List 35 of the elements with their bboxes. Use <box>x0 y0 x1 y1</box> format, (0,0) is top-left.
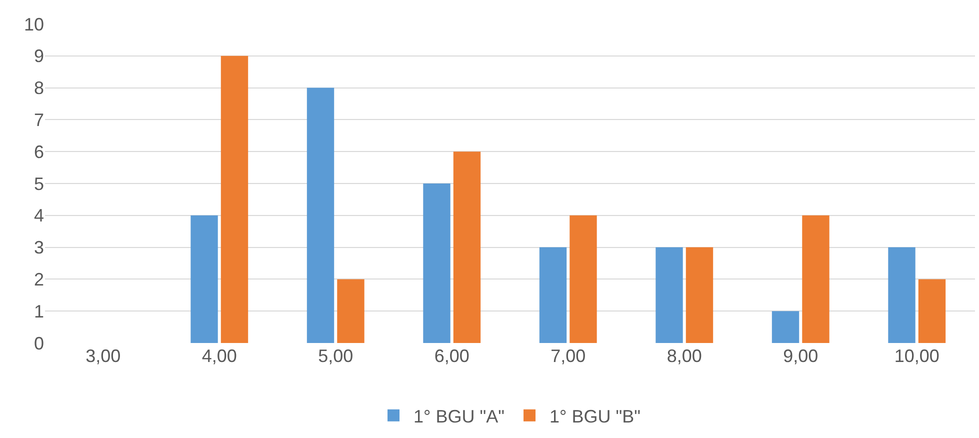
y-tick-label: 5 <box>34 174 44 194</box>
y-tick-label: 10 <box>24 14 44 34</box>
x-tick-label: 9,00 <box>783 346 818 366</box>
bar <box>570 215 597 343</box>
bar <box>220 56 248 343</box>
bar <box>772 311 800 343</box>
bar <box>656 247 683 343</box>
y-tick-label: 6 <box>34 142 44 162</box>
x-tick-label: 5,00 <box>318 346 354 366</box>
y-tick-label: 4 <box>34 206 44 226</box>
bar <box>802 215 830 343</box>
x-tick-label: 3,00 <box>86 346 121 366</box>
bar <box>190 215 218 343</box>
legend-label: 1° BGU "B" <box>550 406 641 426</box>
bar <box>337 279 364 343</box>
bar <box>306 88 334 343</box>
y-tick-label: 7 <box>34 110 44 130</box>
x-tick-label: 4,00 <box>202 346 237 366</box>
legend-label: 1° BGU "A" <box>414 406 505 426</box>
y-tick-label: 9 <box>34 46 44 66</box>
y-tick-label: 8 <box>34 78 44 98</box>
x-tick-label: 10,00 <box>894 346 940 366</box>
bar <box>918 279 946 343</box>
bar <box>888 247 916 343</box>
y-tick-label: 2 <box>34 270 44 290</box>
bar <box>453 152 481 343</box>
x-tick-label: 7,00 <box>550 346 586 366</box>
bar <box>423 184 450 343</box>
y-tick-label: 1 <box>34 301 44 322</box>
bar <box>686 247 714 343</box>
y-tick-label: 3 <box>34 238 44 258</box>
x-tick-label: 6,00 <box>434 346 470 366</box>
x-tick-label: 8,00 <box>666 346 702 366</box>
bar <box>539 247 567 343</box>
y-tick-label: 0 <box>34 333 44 354</box>
